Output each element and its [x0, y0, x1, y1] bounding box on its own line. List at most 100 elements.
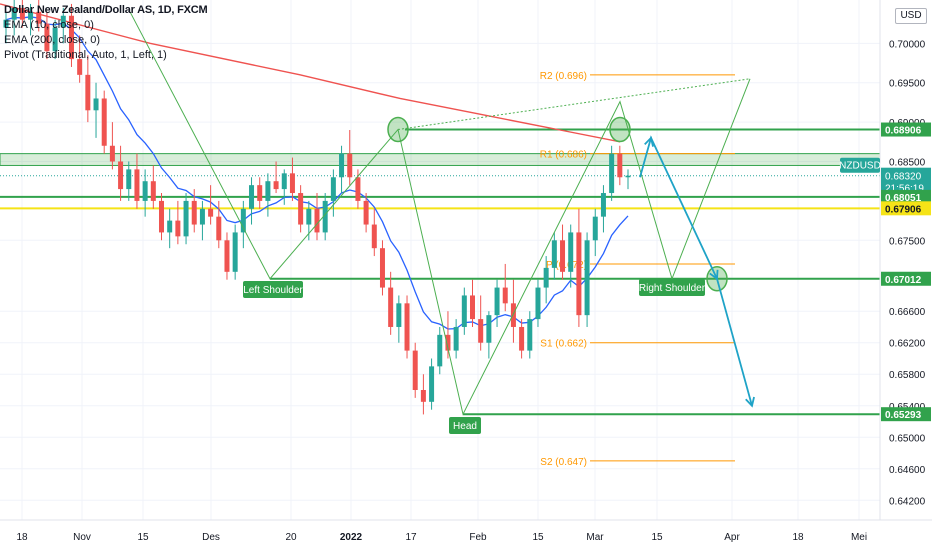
- currency-button[interactable]: USD: [895, 8, 927, 24]
- price-tag-label: 0.67906: [885, 204, 922, 215]
- price-tag-label: 0.68906: [885, 126, 922, 137]
- arrow-head: [709, 269, 719, 281]
- candle-body: [167, 220, 173, 233]
- price-tag: [881, 122, 931, 137]
- candle-body: [36, 11, 42, 24]
- y-tick-label: 0.65800: [889, 370, 926, 381]
- candle-body: [339, 153, 345, 178]
- price-tag-label: 0.68051: [885, 193, 922, 204]
- candle-body: [28, 11, 34, 20]
- pivot-levels: R2 (0.696) R1 (0.686) P (0.672) S1 (0.662) S…: [540, 71, 735, 468]
- ema10-line: [5, 16, 629, 330]
- candle-body: [281, 173, 287, 190]
- candle-body: [11, 7, 17, 20]
- chart-legend: Dollar New Zealand/Dollar AS, 1D, FXCM E…: [4, 3, 208, 63]
- time-axis: 18 Nov 15 Des 20 2022 17 Feb 15 Mar 15 Apr 18 Mei: [0, 519, 932, 543]
- chart-grid: [0, 0, 880, 520]
- x-tick-label: 2022: [340, 532, 363, 543]
- symbol-title[interactable]: Dollar New Zealand/Dollar AS, 1D, FXCM: [4, 4, 208, 16]
- y-tick-label: 0.64200: [889, 496, 926, 507]
- ema10-legend[interactable]: EMA (10, close, 0): [4, 19, 94, 31]
- projection-arrows: [639, 135, 755, 408]
- pattern-label-box: [639, 279, 705, 296]
- candle-body: [494, 287, 500, 316]
- candle-body: [3, 19, 9, 28]
- pivot-label: R1 (0.686): [540, 150, 587, 161]
- countdown-label: 21:56:19: [885, 184, 924, 195]
- candle-body: [568, 232, 574, 272]
- current-price-label: 0.68320: [885, 172, 922, 183]
- candle-body: [551, 240, 557, 268]
- candle-body: [44, 23, 50, 52]
- resistance-band: [0, 153, 881, 166]
- y-tick-label: 0.70000: [889, 39, 926, 50]
- candle-body: [208, 208, 214, 217]
- pattern-labels: Left Shoulder Head Right Shoulder: [243, 279, 706, 434]
- candle-body: [52, 27, 58, 52]
- y-tick-label: 0.68500: [889, 158, 926, 169]
- candle-body: [126, 169, 132, 190]
- candle-body: [314, 208, 320, 233]
- candle-body: [478, 319, 484, 343]
- candle-body: [183, 200, 189, 237]
- candle-body: [289, 173, 295, 194]
- x-tick-label: Des: [202, 532, 220, 543]
- candle-body: [535, 287, 541, 320]
- ema200-legend[interactable]: EMA (200, close, 0): [4, 34, 100, 46]
- x-tick-label: 17: [405, 532, 417, 543]
- x-tick-label: Mei: [851, 532, 867, 543]
- x-tick-label: Feb: [469, 532, 487, 543]
- candle-body: [543, 267, 549, 288]
- candle-body: [199, 208, 205, 225]
- candle-body: [453, 326, 459, 351]
- y-tick-label: 0.66600: [889, 307, 926, 318]
- projection-path: [639, 135, 753, 406]
- candle-body: [437, 334, 443, 367]
- candle-body: [429, 366, 435, 402]
- pattern-label: Head: [453, 421, 477, 432]
- price-tag: [881, 189, 931, 204]
- candle-body: [584, 240, 590, 316]
- pivot-legend[interactable]: Pivot (Traditional, Auto, 1, Left, 1): [4, 49, 167, 61]
- candle-body: [519, 326, 525, 351]
- candle-body: [93, 98, 99, 111]
- candle-body: [306, 208, 312, 225]
- candle-body: [502, 287, 508, 304]
- candle-body: [77, 59, 83, 75]
- candle-body: [560, 240, 566, 272]
- pattern-label: Left Shoulder: [243, 285, 303, 296]
- candle-body: [363, 200, 369, 225]
- candlestick-series: [3, 0, 631, 415]
- x-tick-label: Nov: [73, 532, 91, 543]
- candle-body: [510, 303, 516, 327]
- candle-body: [371, 224, 377, 249]
- candle-body: [216, 216, 222, 241]
- candle-body: [617, 153, 623, 178]
- candle-body: [85, 74, 91, 111]
- candle-body: [486, 315, 492, 343]
- candle-body: [257, 185, 263, 201]
- candle-body: [461, 295, 467, 327]
- symbol-badge: [840, 157, 880, 173]
- price-tag: [881, 271, 931, 286]
- x-tick-label: 18: [16, 532, 28, 543]
- pivot-label: P (0.672): [546, 260, 587, 271]
- price-tag-label: 0.65293: [885, 410, 922, 421]
- candle-body: [592, 216, 598, 241]
- ema200-path: [0, 3, 621, 143]
- pivot-label: S1 (0.662): [540, 339, 587, 350]
- candle-body: [420, 390, 426, 402]
- pivot-label: R2 (0.696): [540, 71, 587, 82]
- resistance-zone: [0, 153, 881, 166]
- candle-body: [298, 193, 304, 225]
- y-tick-label: 0.65000: [889, 433, 926, 444]
- candle-body: [404, 303, 410, 351]
- pattern-label: Right Shoulder: [639, 283, 706, 294]
- pivot-label: S2 (0.647): [540, 457, 587, 468]
- arrow-head: [644, 136, 654, 147]
- trend-line: [397, 78, 751, 131]
- x-tick-label: 18: [792, 532, 804, 543]
- y-tick-label: 0.69500: [889, 79, 926, 90]
- price-tag: [881, 201, 931, 216]
